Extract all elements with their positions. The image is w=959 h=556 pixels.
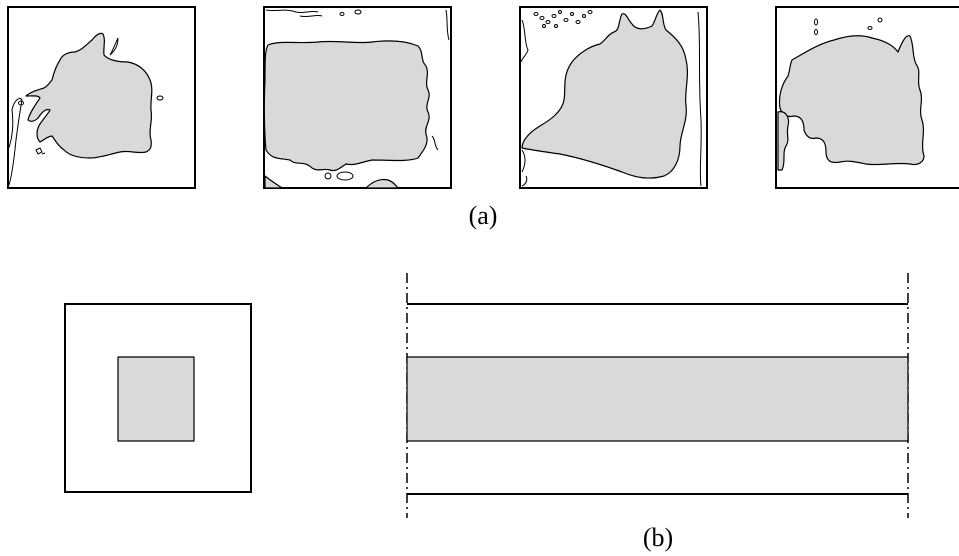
panel-a-2-shaded-bottom xyxy=(365,178,399,189)
panel-a-4-speck-2 xyxy=(814,29,818,35)
panel-b-square-shaded-region xyxy=(117,356,195,442)
panel-a-1-speck-1 xyxy=(156,95,164,101)
panel-a-2-speck-3 xyxy=(354,9,362,15)
panel-a-4-speck-1 xyxy=(814,18,818,26)
panel-a-4-shaded-left xyxy=(777,111,790,171)
panel-a-2 xyxy=(263,6,452,189)
panel-a-2-speck-1 xyxy=(336,171,354,181)
panel-a-4-speck-4 xyxy=(867,26,873,30)
panel-a-1-shaded-region xyxy=(25,32,153,159)
panel-a-3-speck-cluster xyxy=(533,10,593,28)
panel-a-2-speck-4 xyxy=(339,12,345,16)
panel-b-strip xyxy=(406,273,909,518)
panel-a-2-speck-2 xyxy=(324,172,332,180)
panel-a-2-fragment-right xyxy=(431,9,450,151)
panel-a-1 xyxy=(7,6,196,189)
panel-a-3-shaded-region xyxy=(521,9,689,179)
caption-b: (b) xyxy=(643,523,673,552)
panel-a-1-fragment-spike xyxy=(109,37,119,56)
panel-a-3-fragment-bottom xyxy=(521,149,528,187)
panel-a-4 xyxy=(775,6,959,189)
panel-a-2-shaded-corner xyxy=(264,175,283,189)
panel-a-4-speck-3 xyxy=(877,17,883,23)
panel-a-4-shaded-region xyxy=(778,35,925,166)
caption-a: (a) xyxy=(469,201,498,230)
panel-a-3-fragment-right xyxy=(697,11,702,187)
panel-a-1-speck-2 xyxy=(18,100,24,106)
panel-a-2-fragment-top xyxy=(265,9,323,18)
panel-a-3 xyxy=(519,6,708,189)
panel-a-1-fragment-left xyxy=(7,97,23,186)
panel-a-3-fragment-left xyxy=(520,19,529,63)
panel-b-strip-shaded-band xyxy=(406,356,909,442)
panel-a-1-speck-3 xyxy=(35,147,46,155)
panel-b-square xyxy=(64,303,252,493)
panel-a-2-shaded-region xyxy=(263,40,430,172)
